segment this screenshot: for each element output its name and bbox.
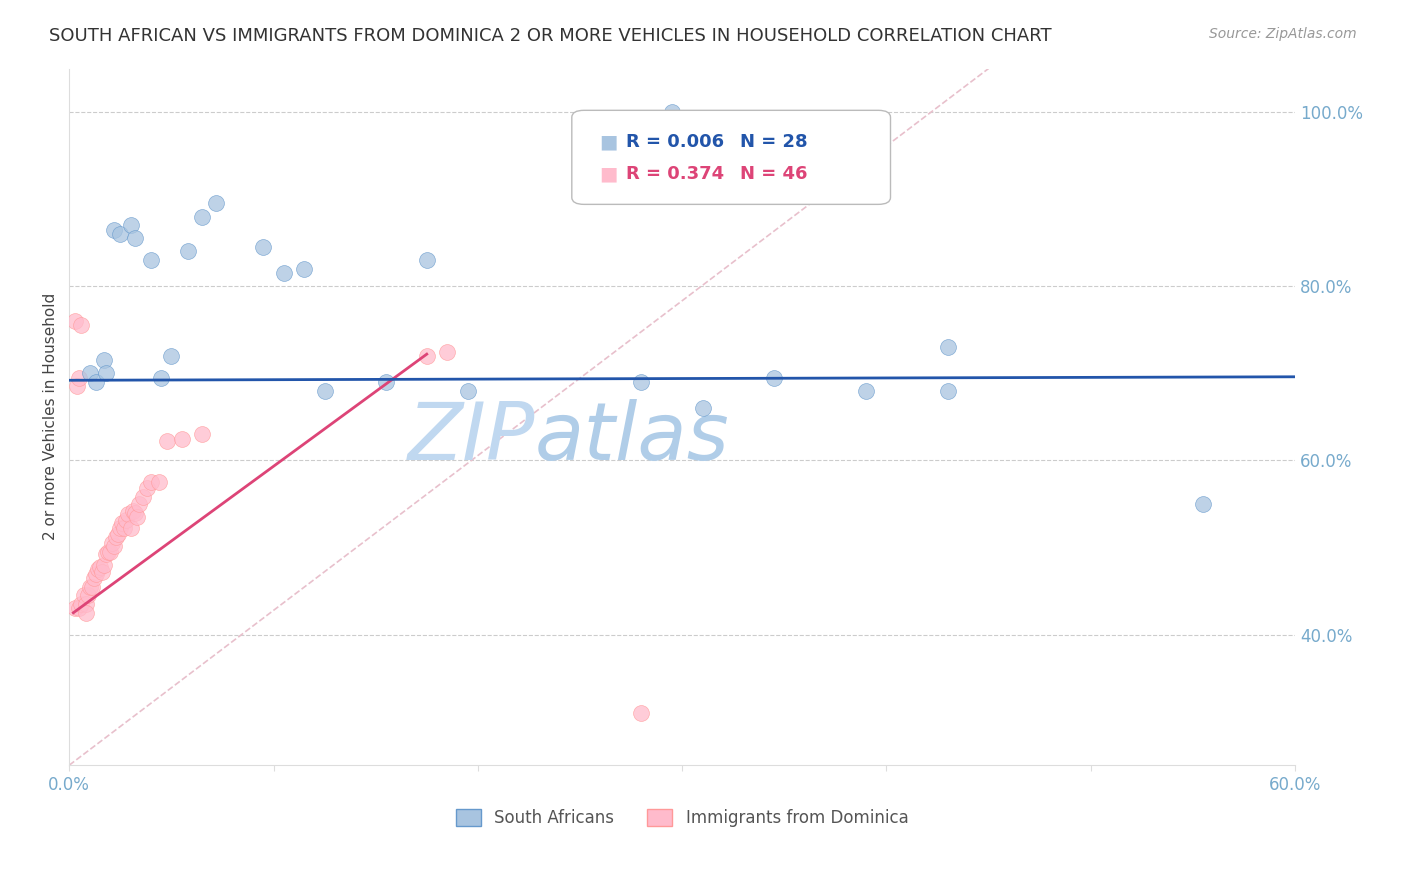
Text: ZIP: ZIP	[408, 399, 536, 476]
Point	[101, 536, 124, 550]
FancyBboxPatch shape	[572, 111, 890, 204]
Point	[112, 521, 135, 535]
Text: R = 0.006: R = 0.006	[626, 133, 724, 151]
Point	[314, 384, 336, 398]
Point	[125, 510, 148, 524]
Point	[115, 513, 138, 527]
Point	[103, 222, 125, 236]
Point	[89, 559, 111, 574]
Point	[135, 481, 157, 495]
Point	[117, 508, 139, 522]
Point	[66, 379, 89, 393]
Point	[110, 227, 132, 241]
Point	[630, 375, 652, 389]
Point	[93, 353, 115, 368]
Point	[170, 432, 193, 446]
Point	[139, 475, 162, 490]
Point	[124, 231, 146, 245]
Point	[93, 558, 115, 572]
Point	[936, 384, 959, 398]
Point	[79, 367, 101, 381]
Point	[150, 370, 173, 384]
Point	[191, 210, 214, 224]
Point	[90, 565, 112, 579]
Y-axis label: 2 or more Vehicles in Household: 2 or more Vehicles in Household	[44, 293, 58, 541]
Point	[69, 370, 91, 384]
Point	[84, 375, 107, 389]
Point	[107, 527, 129, 541]
Point	[156, 434, 179, 449]
Point	[94, 367, 117, 381]
Point	[630, 706, 652, 720]
Legend: South Africans, Immigrants from Dominica: South Africans, Immigrants from Dominica	[449, 802, 915, 833]
Point	[120, 521, 142, 535]
Point	[128, 497, 150, 511]
Point	[1192, 497, 1215, 511]
Point	[75, 597, 97, 611]
Text: ■: ■	[599, 132, 617, 151]
Point	[110, 521, 132, 535]
Point	[79, 580, 101, 594]
Text: R = 0.374: R = 0.374	[626, 165, 724, 184]
Point	[75, 606, 97, 620]
Point	[70, 597, 93, 611]
Text: ■: ■	[599, 165, 617, 184]
Text: atlas: atlas	[536, 399, 730, 476]
Point	[111, 516, 134, 530]
Point	[120, 219, 142, 233]
Point	[416, 349, 439, 363]
Point	[139, 253, 162, 268]
Point	[763, 370, 786, 384]
Point	[661, 105, 683, 120]
Text: Source: ZipAtlas.com: Source: ZipAtlas.com	[1209, 27, 1357, 41]
Point	[80, 580, 103, 594]
Point	[65, 601, 87, 615]
Text: N = 28: N = 28	[740, 133, 807, 151]
Point	[252, 240, 274, 254]
Point	[148, 475, 170, 490]
Text: N = 46: N = 46	[740, 165, 807, 184]
Point	[416, 253, 439, 268]
Point	[105, 530, 128, 544]
Point	[374, 375, 396, 389]
Point	[84, 566, 107, 581]
Point	[160, 349, 183, 363]
Point	[205, 196, 228, 211]
Point	[103, 539, 125, 553]
Point	[855, 384, 877, 398]
Point	[124, 506, 146, 520]
Point	[83, 571, 105, 585]
Point	[191, 427, 214, 442]
Point	[692, 401, 714, 416]
Point	[87, 562, 110, 576]
Point	[72, 588, 94, 602]
Point	[292, 261, 315, 276]
Point	[132, 490, 155, 504]
Point	[98, 545, 121, 559]
Point	[121, 504, 143, 518]
Point	[65, 314, 87, 328]
Point	[457, 384, 479, 398]
Point	[94, 548, 117, 562]
Point	[69, 601, 91, 615]
Text: SOUTH AFRICAN VS IMMIGRANTS FROM DOMINICA 2 OR MORE VEHICLES IN HOUSEHOLD CORREL: SOUTH AFRICAN VS IMMIGRANTS FROM DOMINIC…	[49, 27, 1052, 45]
Point	[70, 318, 93, 333]
Point	[97, 545, 120, 559]
Point	[177, 244, 200, 259]
Point	[936, 340, 959, 354]
Point	[76, 588, 98, 602]
Point	[436, 344, 458, 359]
Point	[273, 266, 295, 280]
